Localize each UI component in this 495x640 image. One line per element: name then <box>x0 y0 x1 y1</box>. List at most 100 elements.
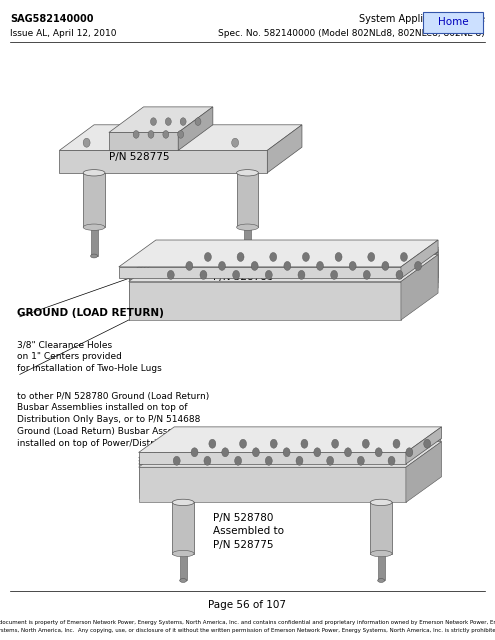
Circle shape <box>200 270 207 280</box>
Circle shape <box>252 448 259 457</box>
Polygon shape <box>139 427 442 452</box>
Ellipse shape <box>180 579 187 582</box>
Polygon shape <box>129 276 401 310</box>
Circle shape <box>298 270 305 280</box>
Polygon shape <box>129 255 438 282</box>
Circle shape <box>400 252 407 261</box>
Text: to other P/N 528780 Ground (Load Return)
Busbar Assemblies installed on top of
D: to other P/N 528780 Ground (Load Return)… <box>17 392 210 448</box>
Circle shape <box>382 261 389 270</box>
Ellipse shape <box>370 499 392 506</box>
Polygon shape <box>401 255 438 320</box>
Polygon shape <box>129 279 401 315</box>
Polygon shape <box>109 132 178 150</box>
Circle shape <box>178 131 184 138</box>
Text: P/N 528780
Assembled to
P/N 528775: P/N 528780 Assembled to P/N 528775 <box>213 513 284 550</box>
Text: System Application Guide: System Application Guide <box>359 14 485 24</box>
Text: P/N 528780: P/N 528780 <box>213 272 273 282</box>
Circle shape <box>375 448 382 457</box>
Circle shape <box>335 252 342 261</box>
Circle shape <box>349 261 356 270</box>
Bar <box>91 227 98 256</box>
Ellipse shape <box>172 499 194 506</box>
Ellipse shape <box>370 550 392 557</box>
Text: P/N 528775: P/N 528775 <box>109 152 169 163</box>
Circle shape <box>265 456 272 465</box>
Bar <box>244 227 251 256</box>
Circle shape <box>222 448 229 457</box>
Circle shape <box>388 456 395 465</box>
Circle shape <box>148 131 154 138</box>
Circle shape <box>357 456 364 465</box>
Polygon shape <box>139 432 440 458</box>
Polygon shape <box>59 125 302 150</box>
Bar <box>83 173 105 227</box>
Circle shape <box>393 439 400 448</box>
Circle shape <box>173 456 180 465</box>
Circle shape <box>209 439 216 448</box>
Circle shape <box>314 448 321 457</box>
Polygon shape <box>401 247 438 305</box>
Polygon shape <box>401 250 438 310</box>
Circle shape <box>368 252 375 261</box>
Polygon shape <box>401 240 438 278</box>
Circle shape <box>204 456 211 465</box>
Circle shape <box>163 131 169 138</box>
Ellipse shape <box>83 170 105 176</box>
Circle shape <box>195 118 201 125</box>
Polygon shape <box>404 435 440 493</box>
Circle shape <box>265 270 272 280</box>
Circle shape <box>133 131 139 138</box>
Ellipse shape <box>91 254 98 258</box>
Ellipse shape <box>244 254 251 258</box>
Circle shape <box>302 252 309 261</box>
Text: Systems, North America, Inc.  Any copying, use, or disclosure of it without the : Systems, North America, Inc. Any copying… <box>0 628 495 634</box>
Circle shape <box>331 270 338 280</box>
Circle shape <box>270 439 277 448</box>
Circle shape <box>270 252 277 261</box>
Polygon shape <box>129 250 438 276</box>
Polygon shape <box>405 438 441 498</box>
Circle shape <box>345 448 351 457</box>
Polygon shape <box>178 107 213 150</box>
Circle shape <box>296 456 303 465</box>
Polygon shape <box>109 107 213 132</box>
Circle shape <box>283 448 290 457</box>
Circle shape <box>150 118 156 125</box>
Circle shape <box>219 261 226 270</box>
Circle shape <box>167 270 174 280</box>
Circle shape <box>165 118 171 125</box>
Polygon shape <box>139 452 406 464</box>
Circle shape <box>204 252 211 261</box>
Bar <box>172 502 194 554</box>
FancyBboxPatch shape <box>423 12 483 33</box>
Text: Page 56 of 107: Page 56 of 107 <box>208 600 287 610</box>
Circle shape <box>317 261 324 270</box>
Circle shape <box>396 270 403 280</box>
Polygon shape <box>119 267 401 278</box>
Polygon shape <box>129 282 401 320</box>
Ellipse shape <box>378 579 385 582</box>
Polygon shape <box>404 432 440 489</box>
Text: This document is property of Emerson Network Power, Energy Systems, North Americ: This document is property of Emerson Net… <box>0 620 495 625</box>
Polygon shape <box>139 435 440 461</box>
Bar <box>237 173 258 227</box>
Polygon shape <box>129 252 438 279</box>
Circle shape <box>424 439 431 448</box>
Text: 3/8" Clearance Holes
on 1" Centers provided
for Installation of Two-Hole Lugs: 3/8" Clearance Holes on 1" Centers provi… <box>17 340 162 373</box>
Circle shape <box>406 448 413 457</box>
Text: SAG582140000: SAG582140000 <box>10 14 94 24</box>
Circle shape <box>191 448 198 457</box>
Circle shape <box>301 439 308 448</box>
Polygon shape <box>139 467 406 502</box>
Ellipse shape <box>237 170 258 176</box>
Polygon shape <box>139 461 404 493</box>
Text: GROUND (LOAD RETURN): GROUND (LOAD RETURN) <box>17 308 164 319</box>
Polygon shape <box>129 274 401 305</box>
Bar <box>378 554 385 580</box>
Text: Issue AL, April 12, 2010: Issue AL, April 12, 2010 <box>10 29 116 38</box>
Ellipse shape <box>83 224 105 230</box>
Polygon shape <box>119 240 438 267</box>
Bar <box>180 554 187 580</box>
Circle shape <box>83 138 90 147</box>
Circle shape <box>240 439 247 448</box>
